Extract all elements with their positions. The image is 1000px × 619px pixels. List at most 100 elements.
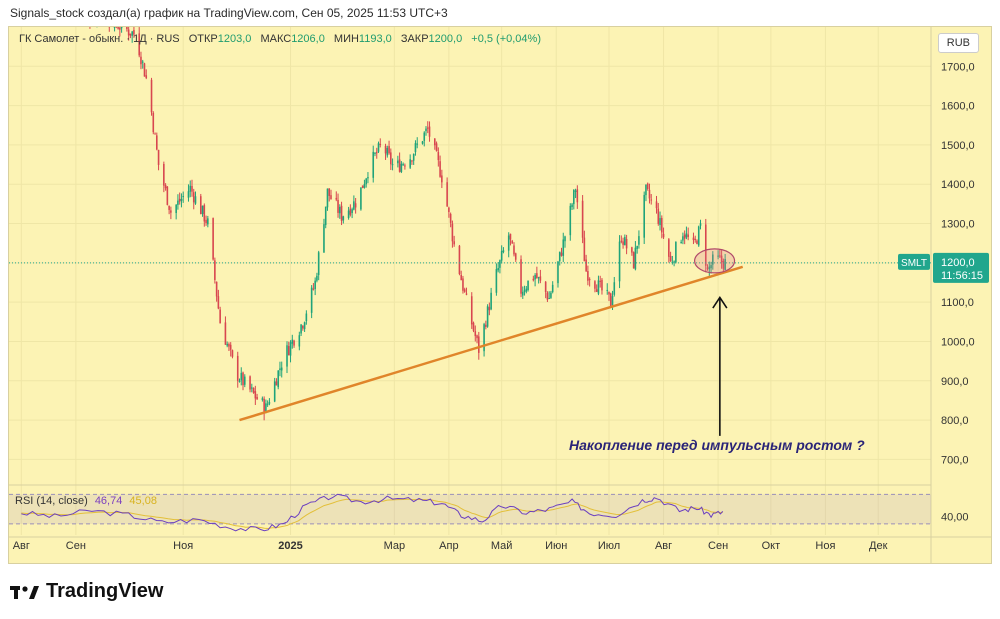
x-tick-label: Июл: [598, 540, 620, 552]
candle: [439, 161, 441, 177]
candle: [141, 61, 144, 63]
candle: [550, 292, 552, 298]
candle: [347, 210, 350, 218]
candle: [277, 370, 280, 388]
y-tick-label: 1500,0: [941, 140, 975, 152]
candle: [119, 27, 121, 30]
candle: [669, 255, 672, 262]
candle: [143, 63, 146, 77]
candle: [138, 33, 141, 56]
y-tick-label: 1000,0: [941, 336, 975, 348]
price-tag-ticker: [898, 253, 930, 270]
currency-button[interactable]: RUB: [937, 33, 979, 53]
candle: [300, 324, 302, 334]
candle: [265, 403, 267, 413]
candle: [400, 163, 403, 173]
symbol-name: ГК Самолет - обыкн. · 1Д · RUS: [19, 33, 180, 45]
candle: [275, 381, 278, 386]
candle: [490, 292, 492, 310]
trendline: [239, 265, 744, 422]
candle: [212, 218, 214, 260]
candle: [326, 188, 329, 208]
candle: [402, 164, 404, 166]
candle: [527, 280, 529, 291]
tradingview-logo-text: TradingView: [46, 580, 164, 602]
candle: [317, 252, 320, 276]
candle: [236, 355, 239, 381]
candle: [337, 199, 339, 213]
candle: [379, 143, 382, 146]
candle: [521, 291, 524, 296]
candle: [588, 278, 591, 281]
candle: [613, 282, 616, 295]
candle: [168, 205, 170, 210]
candle: [606, 289, 609, 291]
candle: [682, 236, 684, 241]
candle: [523, 290, 526, 292]
candle: [446, 182, 448, 207]
rsi-value: 46,74: [94, 495, 123, 507]
close-label: ЗАКР: [400, 33, 429, 45]
chart-panel[interactable]: 700,0 800,0 900,0 1000,0 1100,0 1200,0 1300,0 1…: [8, 26, 992, 564]
candle: [683, 234, 686, 239]
candle: [342, 216, 345, 221]
price-tag-countdown: 11:56:15: [941, 270, 983, 282]
candle: [390, 152, 392, 165]
candle: [724, 259, 726, 271]
x-tick-label: Июн: [545, 540, 567, 552]
candle: [574, 190, 577, 192]
x-tick-label: Сен: [66, 540, 86, 552]
candle: [256, 397, 258, 400]
x-tick-label: Апр: [439, 540, 458, 552]
x-tick-label: Май: [491, 540, 513, 552]
candle: [534, 275, 536, 280]
candle: [224, 322, 227, 345]
candle: [397, 160, 399, 164]
candle: [180, 198, 183, 201]
y-tick-label: 1400,0: [941, 179, 975, 191]
candle: [636, 245, 638, 249]
candle: [199, 196, 202, 215]
candle: [203, 205, 206, 222]
annotation-arrowhead: [712, 296, 728, 309]
candle: [354, 203, 357, 208]
candle: [634, 247, 637, 270]
candle: [129, 33, 132, 36]
candle: [488, 307, 491, 311]
candle: [133, 30, 135, 35]
candle: [192, 192, 195, 203]
candle: [217, 296, 220, 309]
candle: [252, 387, 255, 393]
x-tick-label: Авг: [655, 540, 672, 552]
candle: [367, 177, 369, 179]
candle: [291, 339, 294, 344]
candle: [113, 27, 116, 28]
candle: [514, 253, 517, 260]
price-chart[interactable]: 700,0 800,0 900,0 1000,0 1100,0 1200,0 1300,0 1…: [9, 27, 991, 563]
candle: [254, 391, 257, 399]
candle: [537, 277, 540, 279]
candle: [631, 247, 633, 253]
candle: [462, 278, 464, 291]
candle: [551, 284, 554, 293]
candle: [585, 259, 587, 272]
candle: [314, 280, 316, 289]
candle: [655, 201, 658, 209]
candle: [191, 185, 193, 192]
candle: [499, 260, 501, 268]
candle: [286, 345, 288, 367]
candle: [305, 313, 308, 322]
candle: [298, 335, 301, 347]
candle: [460, 274, 463, 281]
y-tick-label: 1700,0: [941, 61, 975, 73]
candle: [412, 153, 415, 161]
candle: [189, 185, 192, 192]
candle: [238, 380, 241, 382]
candle: [261, 398, 264, 400]
candle: [207, 218, 209, 225]
candle: [453, 241, 455, 245]
candle: [323, 224, 325, 253]
candle: [692, 237, 695, 241]
candle: [485, 324, 487, 327]
candle: [618, 241, 621, 282]
